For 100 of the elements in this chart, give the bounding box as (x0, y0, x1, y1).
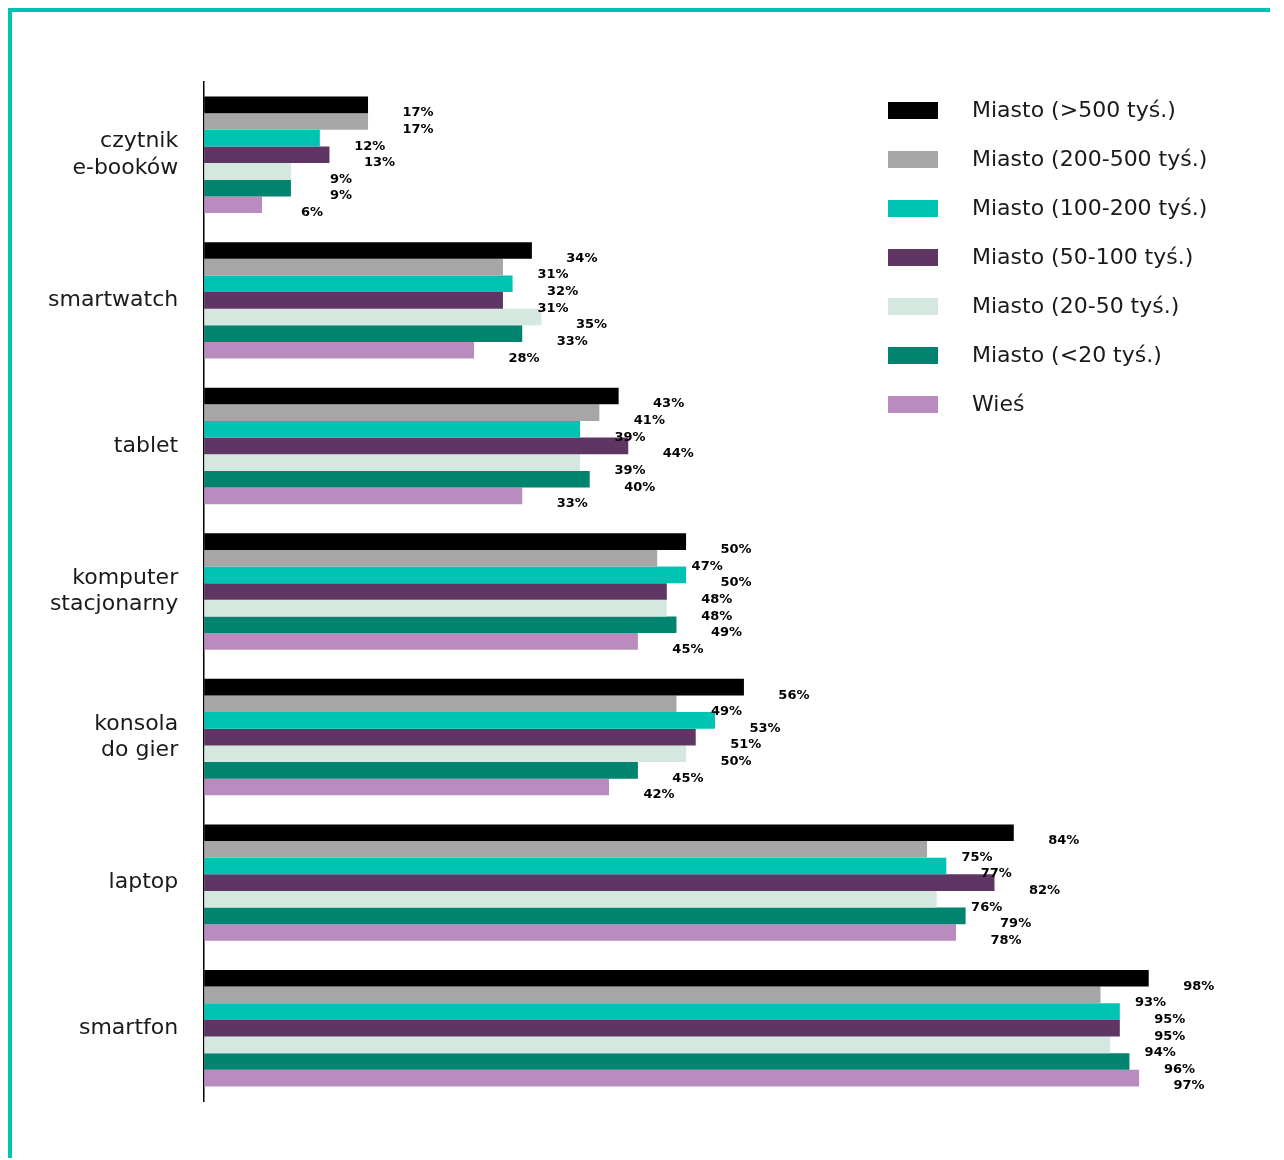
data-label: 17% (402, 104, 434, 120)
bar (204, 1036, 1111, 1054)
bar (204, 1019, 1120, 1037)
bar (204, 616, 677, 634)
data-label: 47% (691, 557, 723, 573)
data-label: 45% (672, 640, 704, 656)
data-label: 76% (971, 898, 1003, 914)
bar (204, 129, 320, 147)
bar (204, 762, 638, 779)
data-label: 56% (778, 686, 810, 702)
legend-label: Miasto (<20 tyś.) (972, 341, 1162, 367)
data-label: 84% (1048, 832, 1080, 848)
bar (204, 179, 291, 197)
data-label: 93% (1134, 994, 1167, 1010)
bar (204, 857, 947, 875)
legend-label: Miasto (100-200 tyś.) (972, 194, 1208, 220)
data-label: 49% (710, 624, 743, 640)
data-label: 79% (1000, 915, 1032, 931)
data-label: 9% (329, 170, 352, 186)
data-label: 12% (354, 137, 386, 153)
y-tick-label: czytnik e-booków (72, 127, 179, 179)
bar (204, 113, 369, 130)
legend-label: Miasto (200-500 tyś.) (972, 145, 1208, 171)
data-label: 43% (653, 395, 685, 411)
legend-label: Miasto (20-50 tyś.) (972, 292, 1180, 318)
data-label: 50% (720, 753, 752, 769)
data-label: 53% (749, 719, 781, 735)
bar (204, 745, 687, 763)
bar (204, 599, 667, 617)
legend-label: Wieś (972, 390, 1025, 416)
bar (204, 841, 928, 858)
data-label: 94% (1144, 1044, 1176, 1060)
data-label: 13% (363, 154, 396, 170)
bar (204, 1069, 1140, 1087)
bar (204, 292, 503, 309)
data-label: 39% (614, 461, 646, 477)
bar (204, 146, 330, 164)
bar (204, 695, 677, 713)
bar (204, 470, 590, 488)
legend-label: Miasto (>500 tyś.) (972, 96, 1176, 122)
data-label: 44% (662, 445, 694, 461)
bar (204, 420, 581, 438)
data-label: 39% (614, 428, 646, 444)
y-tick-label: konsola do gier (94, 709, 180, 761)
data-label: 95% (1154, 1010, 1186, 1026)
data-label: 77% (980, 865, 1012, 881)
data-label: 96% (1163, 1060, 1196, 1076)
data-label: 45% (672, 769, 704, 785)
bar (204, 633, 638, 650)
bar (204, 549, 658, 567)
data-label: 34% (566, 249, 598, 265)
bar (204, 1053, 1130, 1070)
data-label: 41% (633, 412, 665, 428)
y-tick-label: laptop (108, 868, 179, 894)
bar (204, 924, 956, 941)
bar (204, 341, 475, 359)
data-label: 48% (701, 607, 733, 623)
bar (204, 163, 291, 180)
data-label: 98% (1183, 977, 1215, 993)
data-label: 42% (643, 786, 675, 802)
data-label: 28% (508, 349, 540, 365)
bar (204, 583, 667, 600)
data-label: 33% (556, 333, 588, 349)
bar (204, 890, 937, 908)
bar (204, 907, 966, 925)
data-label: 40% (624, 478, 656, 494)
data-label: 31% (537, 266, 569, 282)
data-label: 50% (720, 540, 752, 556)
data-label: 32% (547, 283, 579, 299)
data-label: 97% (1173, 1077, 1205, 1093)
data-label: 51% (730, 736, 762, 752)
bar (204, 325, 523, 342)
data-label: 17% (402, 120, 434, 136)
y-tick-label: komputer stacjonarny (49, 564, 180, 616)
y-tick-label: smartwatch (48, 286, 179, 312)
data-label: 6% (300, 204, 324, 220)
data-label: 78% (990, 931, 1022, 947)
data-label: 49% (710, 703, 743, 719)
bar (204, 728, 696, 746)
bar (204, 487, 523, 505)
bar (204, 1003, 1120, 1020)
data-label: 95% (1154, 1027, 1186, 1043)
bar (204, 778, 609, 796)
data-label: 48% (701, 590, 733, 606)
bar (204, 986, 1101, 1004)
data-label: 35% (575, 316, 608, 332)
bar (204, 454, 581, 471)
legend-label: Miasto (50-100 tyś.) (972, 243, 1194, 269)
bar (204, 275, 513, 293)
bar (204, 404, 600, 421)
data-label: 82% (1028, 882, 1061, 898)
data-label: 50% (720, 574, 752, 590)
data-label: 31% (537, 299, 569, 315)
bar (204, 196, 263, 214)
y-tick-label: tablet (113, 431, 179, 457)
y-tick-label: smartfon (78, 1013, 179, 1039)
data-label: 9% (329, 187, 352, 203)
bar (204, 258, 503, 276)
data-label: 33% (556, 495, 588, 511)
bar (204, 566, 687, 584)
